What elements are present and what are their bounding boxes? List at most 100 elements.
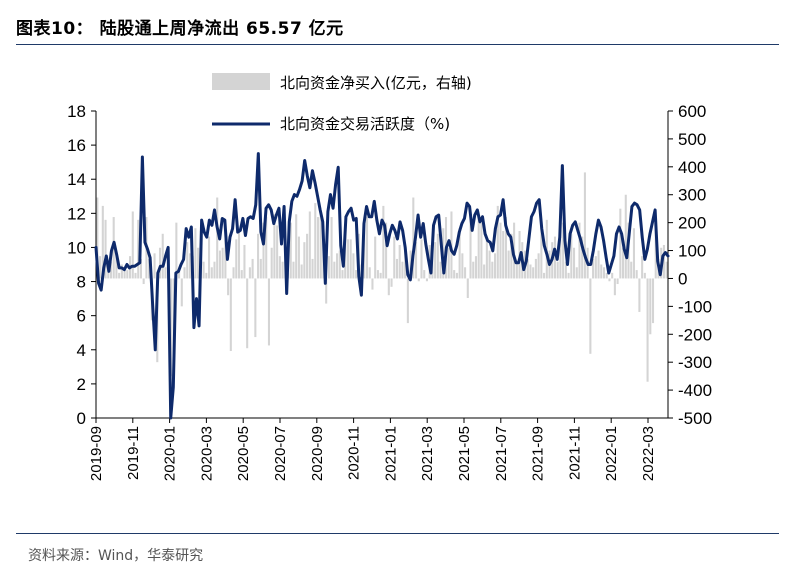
- right-tick-label: 500: [678, 130, 706, 149]
- net-buy-bar: [404, 247, 407, 279]
- net-buy-bar: [423, 270, 426, 279]
- net-buy-bar: [265, 217, 268, 279]
- net-buy-bar: [216, 197, 219, 279]
- x-tick-label: 2021-01: [382, 426, 399, 481]
- net-buy-bar: [385, 222, 388, 279]
- net-buy-bar: [333, 261, 336, 279]
- net-buy-bar: [436, 233, 439, 279]
- right-tick-label: -500: [678, 409, 712, 428]
- net-buy-bar: [308, 211, 311, 279]
- net-buy-bar: [382, 205, 385, 279]
- net-buy-bar: [630, 261, 633, 279]
- net-buy-bar: [365, 217, 369, 279]
- right-tick-label: 300: [678, 186, 706, 205]
- net-buy-bar: [393, 236, 396, 279]
- net-buy-bar: [109, 261, 113, 279]
- net-buy-bar: [270, 247, 273, 279]
- net-buy-bar: [183, 267, 186, 279]
- left-tick-label: 10: [67, 238, 86, 257]
- x-tick-label: 2021-11: [566, 426, 583, 480]
- legend-label-line: 北向资金交易活跃度（%): [280, 115, 450, 133]
- x-tick-label: 2021-07: [493, 426, 510, 481]
- net-buy-bar: [240, 270, 243, 279]
- net-buy-bar: [379, 272, 382, 279]
- net-buy-bar: [224, 239, 227, 279]
- net-buy-bar: [243, 244, 246, 279]
- net-buy-bar: [469, 219, 472, 279]
- net-buy-bar: [458, 228, 461, 279]
- net-buy-bar: [346, 239, 349, 279]
- net-buy-bar: [562, 222, 565, 279]
- net-buy-bar: [131, 211, 134, 279]
- net-buy-bar: [316, 217, 320, 279]
- net-buy-bar: [395, 258, 399, 279]
- x-tick-label: 2020-09: [309, 426, 326, 481]
- net-buy-bar: [205, 272, 208, 279]
- net-buy-bar: [461, 253, 464, 279]
- right-tick-label: 200: [678, 214, 706, 233]
- net-buy-bar: [96, 197, 99, 279]
- net-buy-bar: [420, 239, 423, 279]
- figure-title: 图表10： 陆股通上周净流出 65.57 亿元: [16, 19, 344, 39]
- net-buy-bar: [221, 247, 224, 279]
- net-buy-bar: [330, 217, 333, 279]
- title-rule: [16, 44, 779, 45]
- net-buy-bar: [306, 233, 309, 279]
- net-buy-bar: [608, 278, 611, 282]
- net-buy-bar: [507, 250, 510, 279]
- net-buy-bar: [439, 261, 442, 279]
- net-buy-bar: [153, 253, 156, 279]
- net-buy-bar: [126, 270, 129, 279]
- net-buy-bar: [499, 222, 502, 279]
- net-buy-bar: [142, 278, 145, 285]
- net-buy-bar: [278, 256, 281, 279]
- net-buy-bar: [583, 172, 586, 279]
- net-buy-bar: [374, 236, 377, 279]
- left-tick-label: 18: [67, 102, 86, 121]
- net-buy-bar: [254, 278, 257, 338]
- net-buy-bar: [529, 264, 532, 279]
- net-buy-bar: [101, 205, 104, 279]
- x-tick-label: 2020-07: [272, 426, 289, 481]
- net-buy-bar: [164, 267, 167, 279]
- net-buy-bar: [202, 261, 205, 279]
- net-buy-bar: [398, 244, 401, 279]
- left-tick-label: 0: [77, 409, 86, 428]
- net-buy-bar: [662, 244, 665, 279]
- right-tick-label: -300: [678, 353, 712, 372]
- x-tick-label: 2020-05: [235, 426, 252, 481]
- left-axis-ticks: 0 2 4 6 8 10 12 14 16 18: [67, 102, 96, 428]
- net-buy-bar: [496, 205, 499, 279]
- net-buy-bar: [139, 258, 142, 279]
- x-axis-ticks: 2019-09 2019-11 2020-01 2020-03 2020-05 2020-…: [88, 418, 657, 481]
- right-tick-label: -100: [678, 297, 712, 316]
- net-buy-bar: [178, 270, 181, 279]
- x-tick-label: 2019-09: [88, 426, 105, 481]
- net-buy-bar: [235, 239, 238, 279]
- net-buy-bar: [477, 214, 480, 279]
- net-buy-bar: [314, 203, 317, 279]
- net-buy-bar: [534, 258, 537, 279]
- net-buy-bar: [300, 264, 303, 279]
- net-buy-bar: [158, 247, 162, 279]
- net-buy-bar: [295, 214, 298, 279]
- net-buy-bar: [232, 267, 235, 279]
- left-tick-label: 8: [77, 273, 86, 292]
- left-tick-label: 14: [67, 170, 86, 189]
- left-tick-label: 4: [77, 341, 86, 360]
- net-buy-bar: [218, 250, 221, 279]
- net-buy-bar: [376, 270, 379, 279]
- legend-swatch-bar: [212, 73, 270, 90]
- net-buy-bar: [134, 272, 137, 279]
- net-buy-bar: [246, 278, 249, 349]
- net-buy-bar: [559, 239, 562, 279]
- net-buy-bar: [257, 233, 260, 279]
- net-buy-bar: [537, 253, 540, 279]
- net-buy-bar: [649, 278, 652, 335]
- net-buy-bar: [447, 247, 450, 279]
- x-tick-label: 2021-03: [419, 426, 436, 481]
- net-buy-bar: [575, 267, 578, 279]
- net-buy-bar: [488, 250, 491, 279]
- x-tick-label: 2021-09: [530, 426, 547, 481]
- net-buy-bar: [259, 258, 262, 279]
